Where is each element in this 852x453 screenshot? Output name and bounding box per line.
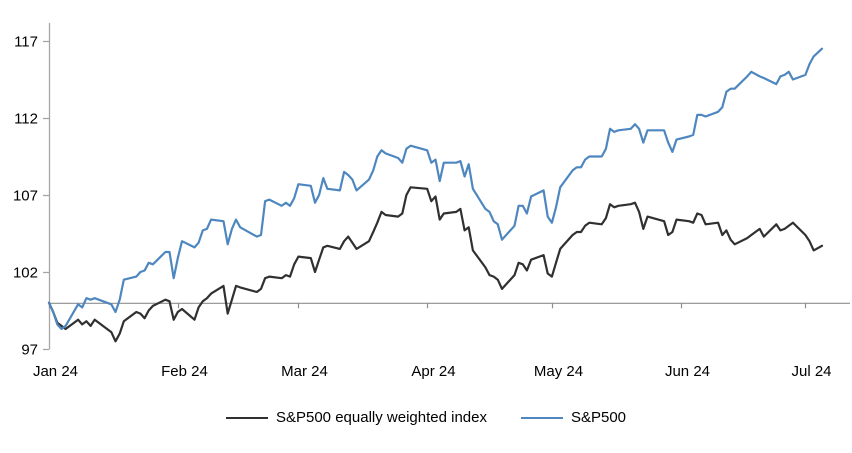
legend-item-sp500: S&P500 bbox=[520, 409, 627, 426]
y-tick-label: 117 bbox=[14, 34, 38, 51]
y-tick-label: 97 bbox=[21, 342, 38, 359]
x-tick-label: Mar 24 bbox=[281, 363, 328, 380]
legend-item-equal-weight: S&P500 equally weighted index bbox=[225, 409, 487, 426]
y-tick-label: 102 bbox=[13, 265, 38, 282]
x-tick-label: Jul 24 bbox=[791, 363, 831, 380]
x-tick-label: Jan 24 bbox=[33, 363, 78, 380]
series-line-sp500 bbox=[47, 47, 824, 331]
y-tick-label: 107 bbox=[13, 188, 38, 205]
y-tick-label: 112 bbox=[14, 111, 38, 128]
legend-line-swatch-sp500 bbox=[520, 416, 563, 419]
x-tick-label: Apr 24 bbox=[411, 363, 455, 380]
series-line-equal-weight bbox=[47, 186, 824, 343]
x-tick-label: May 24 bbox=[534, 363, 583, 380]
legend-label-equal-weight: S&P500 equally weighted index bbox=[275, 409, 487, 426]
chart-legend: S&P500 equally weighted index S&P500 bbox=[0, 409, 852, 426]
legend-line-swatch-equal-weight bbox=[225, 416, 268, 419]
x-tick-label: Feb 24 bbox=[161, 363, 208, 380]
x-tick-label: Jun 24 bbox=[665, 363, 710, 380]
legend-label-sp500: S&P500 bbox=[570, 409, 627, 426]
